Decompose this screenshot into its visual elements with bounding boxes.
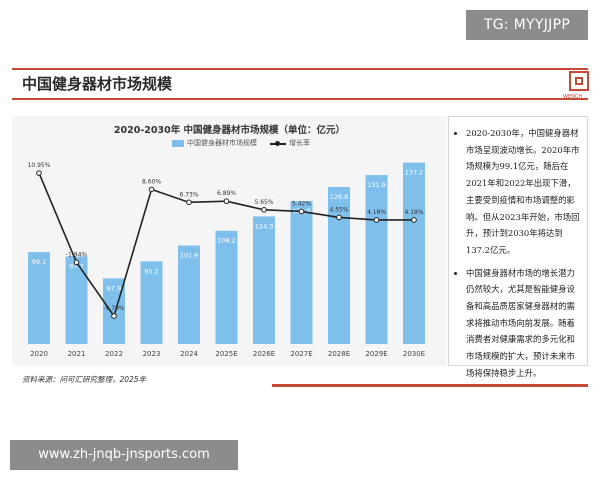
legend-line-swatch — [270, 138, 286, 150]
growth-rate-label: 6.73% — [179, 191, 198, 198]
x-tick-label: 2030E — [403, 350, 425, 358]
growth-rate-label: -9.70% — [103, 305, 125, 312]
watermark-bottom: www.zh-jnqb-jnsports.com — [10, 440, 238, 470]
x-tick-label: 2025E — [215, 350, 237, 358]
x-tick-label: 2020 — [30, 350, 48, 358]
x-tick-label: 2027E — [290, 350, 312, 358]
growth-rate-point — [111, 313, 117, 319]
bar-2021 — [65, 256, 88, 344]
legend-bar-label: 中国健身器材市场规模 — [187, 139, 257, 147]
growth-rate-point — [223, 198, 230, 205]
growth-rate-point — [186, 199, 192, 206]
legend-line-label: 增长率 — [289, 139, 310, 147]
footer-rule — [272, 384, 588, 387]
bar-value-label: 131.9 — [367, 181, 386, 189]
bar-value-label: 87.9 — [107, 284, 121, 292]
chart-plot: 99.197.287.995.2101.9108.2114.3120.8126.… — [28, 162, 426, 358]
side-note-2: 中国健身器材市场的增长潜力仍然较大，尤其是智能健身设备和高品质居家健身器材的需求… — [466, 265, 581, 382]
growth-rate-point — [373, 217, 380, 223]
x-tick-label: 2022 — [105, 350, 123, 358]
bar-value-label: 137.2 — [405, 169, 424, 177]
x-tick-label: 2023 — [143, 350, 161, 358]
growth-rate-label: -1.94% — [66, 251, 88, 258]
bar-value-label: 97.2 — [69, 263, 83, 271]
growth-rate-label: 10.95% — [28, 162, 51, 169]
bar-2025E — [215, 230, 238, 344]
bar-value-label: 101.9 — [180, 252, 199, 260]
bar-value-label: 95.2 — [144, 267, 158, 275]
x-tick-label: 2021 — [68, 350, 86, 358]
growth-rate-label: 6.89% — [217, 190, 236, 197]
logo-caption: WENCH — [563, 94, 583, 100]
x-tick-label: 2024 — [180, 350, 198, 358]
header-rule-top — [12, 68, 588, 70]
bar-2030E — [403, 162, 425, 344]
side-notes-panel: 2020-2030年，中国健身器材市场呈现波动增长。2020年市场规模为99.1… — [448, 116, 588, 378]
growth-rate-label: 4.18% — [367, 209, 386, 216]
x-tick-label: 2028E — [328, 350, 350, 358]
growth-rate-label: 5.65% — [254, 199, 273, 206]
source-note: 资料来源：问可汇研究整理，2025年 — [22, 375, 147, 384]
x-tick-label: 2029E — [365, 350, 387, 358]
bar-2028E — [328, 187, 350, 344]
bar-2024 — [178, 245, 200, 344]
growth-rate-point — [298, 208, 305, 215]
growth-rate-point — [148, 186, 155, 193]
bar-value-label: 99.1 — [32, 258, 46, 266]
bar-2020 — [28, 252, 50, 344]
x-tick-label: 2026E — [253, 350, 275, 358]
chart-panel: 2020-2030年 中国健身器材市场规模（单位：亿元） 中国健身器材市场规模 … — [12, 116, 447, 366]
growth-rate-point — [36, 170, 42, 176]
growth-rate-point — [411, 217, 417, 223]
bar-2026E — [253, 216, 275, 344]
bar-value-label: 114.3 — [255, 222, 274, 230]
chart-title: 2020-2030年 中国健身器材市场规模（单位：亿元） — [113, 125, 346, 136]
growth-rate-label: 4.18% — [404, 209, 423, 216]
growth-rate-label: 4.55% — [329, 206, 348, 213]
growth-rate-point — [73, 259, 80, 266]
legend-bar-swatch — [172, 140, 184, 147]
growth-rate-label: 5.42% — [292, 200, 311, 207]
bar-value-label: 126.8 — [330, 193, 349, 201]
bar-2027E — [290, 201, 313, 344]
bar-value-label: 108.2 — [217, 237, 236, 245]
bar-2029E — [365, 175, 388, 344]
brand-logo-icon — [569, 71, 589, 91]
growth-rate-point — [336, 214, 342, 221]
bar-2023 — [140, 261, 163, 344]
watermark-top: TG: MYYJJPP — [466, 10, 588, 40]
growth-rate-label: 8.60% — [142, 178, 161, 185]
header-rule-bottom — [12, 98, 588, 100]
growth-rate-point — [261, 207, 267, 213]
page-title: 中国健身器材市场规模 — [22, 75, 173, 93]
side-note-1: 2020-2030年，中国健身器材市场呈现波动增长。2020年市场规模为99.1… — [466, 125, 581, 259]
